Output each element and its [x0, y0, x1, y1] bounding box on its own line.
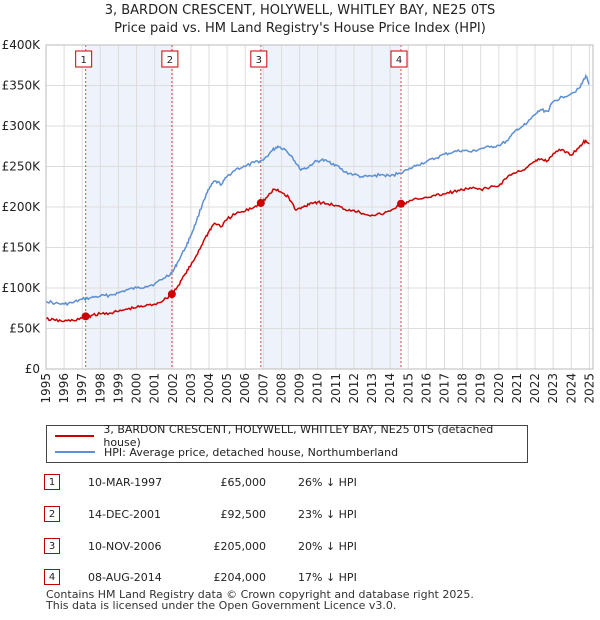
sale-hpi-diff: 20% ↓ HPI [298, 540, 357, 553]
sale-price: £204,000 [213, 571, 267, 584]
sale-point-1 [81, 312, 90, 321]
x-tick-label: 2002 [166, 373, 180, 404]
y-tick-label: £350K [2, 79, 42, 93]
y-tick-label: £100K [2, 281, 42, 295]
x-tick-label: 2013 [365, 373, 379, 404]
x-tick-label: 2014 [383, 373, 397, 404]
sale-point-2 [167, 290, 176, 299]
x-tick-label: 2025 [582, 373, 596, 404]
x-tick-label: 1996 [57, 373, 71, 404]
sale-label-box-1 [75, 50, 93, 68]
chart-title: 3, BARDON CRESCENT, HOLYWELL, WHITLEY BA… [104, 3, 496, 18]
x-tick-label: 2008 [274, 373, 288, 404]
x-tick-label: 2004 [202, 373, 216, 404]
y-tick-label: £250K [2, 160, 42, 174]
x-tick-label: 2016 [419, 373, 433, 404]
x-tick-label: 2023 [546, 373, 560, 404]
hpi-series-line [45, 73, 590, 307]
sale-date: 14-DEC-2001 [88, 508, 162, 521]
sale-label-text-2: 2 [167, 55, 173, 66]
price-paid-series-line [45, 138, 590, 323]
legend-swatch-blue [55, 451, 95, 453]
x-tick-label: 2005 [220, 373, 234, 404]
footer-line-licence: This data is licensed under the Open Gov… [46, 599, 397, 612]
sale-hpi-diff: 23% ↓ HPI [298, 508, 357, 521]
x-tick-label: 2015 [401, 373, 415, 404]
x-tick-label: 2018 [456, 373, 470, 404]
legend-item-price-paid: 3, BARDON CRESCENT, HOLYWELL, WHITLEY BA… [55, 423, 527, 449]
table-row: 3 10-NOV-2006 £205,000 20% ↓ HPI [40, 536, 460, 556]
table-row: 4 08-AUG-2014 £204,000 17% ↓ HPI [40, 567, 460, 587]
x-tick-label: 2017 [437, 373, 451, 404]
y-tick-label: £400K [2, 38, 42, 52]
sale-number-badge: 1 [44, 474, 60, 490]
y-tick-label: £300K [2, 119, 42, 133]
sale-label-box-2 [161, 50, 179, 68]
legend-label-hpi: HPI: Average price, detached house, Nort… [104, 445, 399, 459]
sale-number-badge: 2 [44, 506, 60, 522]
legend: 3, BARDON CRESCENT, HOLYWELL, WHITLEY BA… [46, 423, 528, 463]
x-tick-label: 2021 [510, 373, 524, 404]
y-tick-label: £0 [25, 362, 40, 376]
sale-label-text-4: 4 [396, 55, 402, 66]
x-tick-label: 2007 [256, 373, 270, 404]
sale-hpi-diff: 17% ↓ HPI [298, 571, 357, 584]
price-chart: £0 £50K £100K £150K £200K £250K £300K £350K £400… [2, 38, 597, 404]
table-row: 1 10-MAR-1997 £65,000 26% ↓ HPI [40, 472, 460, 492]
sale-point-3 [256, 198, 265, 207]
sale-number-badge: 3 [44, 538, 60, 554]
footer-line-copyright: Contains HM Land Registry data © Crown c… [46, 588, 474, 601]
x-tick-label: 2009 [293, 373, 307, 404]
x-tick-label: 2020 [492, 373, 506, 404]
x-tick-label: 1995 [39, 373, 53, 404]
x-tick-label: 2019 [474, 373, 488, 404]
sale-label-text-1: 1 [80, 55, 86, 66]
legend-item-hpi: HPI: Average price, detached house, Nort… [55, 444, 398, 460]
x-tick-label: 2003 [184, 373, 198, 404]
sale-date: 10-MAR-1997 [88, 476, 163, 489]
x-tick-label: 1998 [93, 373, 107, 404]
x-tick-label: 2011 [329, 373, 343, 404]
chart-subtitle: Price paid vs. HM Land Registry's House … [114, 21, 486, 36]
x-tick-label: 1997 [75, 373, 89, 404]
sale-label-box-4 [390, 50, 408, 68]
legend-swatch-red [55, 435, 95, 437]
x-tick-label: 2022 [528, 373, 542, 404]
sale-label-text-3: 3 [256, 55, 262, 66]
sale-price: £205,000 [213, 540, 267, 553]
sale-date: 10-NOV-2006 [88, 540, 162, 553]
table-row: 2 14-DEC-2001 £92,500 23% ↓ HPI [40, 504, 460, 524]
y-tick-label: £200K [2, 200, 42, 214]
x-tick-label: 2006 [238, 373, 252, 404]
x-tick-label: 2010 [311, 373, 325, 404]
y-tick-label: £150K [2, 241, 42, 255]
sale-price: £65,000 [220, 476, 267, 489]
x-tick-label: 2024 [564, 373, 578, 404]
sale-date: 08-AUG-2014 [88, 571, 162, 584]
sale-hpi-diff: 26% ↓ HPI [298, 476, 357, 489]
legend-label-price-paid: 3, BARDON CRESCENT, HOLYWELL, WHITLEY BA… [103, 423, 494, 449]
sale-label-box-3 [250, 50, 268, 68]
x-tick-label: 2000 [130, 373, 144, 404]
x-tick-label: 2012 [347, 373, 361, 404]
footer-attribution: Contains HM Land Registry data © Crown c… [46, 589, 474, 611]
sale-price: £92,500 [220, 508, 267, 521]
x-tick-label: 2001 [148, 373, 162, 404]
plot-border [45, 44, 594, 370]
x-tick-label: 1999 [111, 373, 125, 404]
sale-number-badge: 4 [44, 569, 60, 585]
sale-point-4 [397, 199, 406, 208]
y-tick-label: £50K [9, 322, 41, 336]
